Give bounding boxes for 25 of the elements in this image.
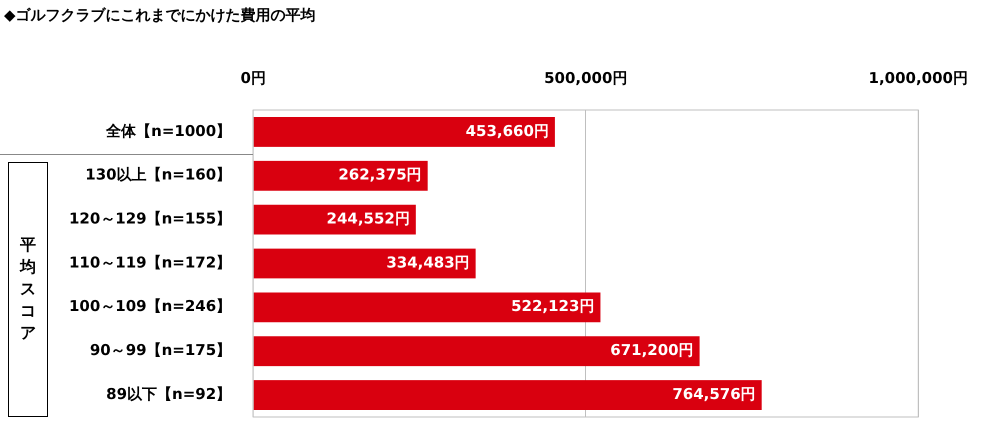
data-label: 522,123円 — [511, 297, 594, 316]
data-label: 671,200円 — [610, 341, 694, 360]
bar — [254, 204, 416, 235]
bar — [254, 336, 700, 366]
x-tick-label: 500,000円 — [544, 68, 628, 87]
data-label: 764,576円 — [672, 384, 756, 403]
y-tick-label: 130以上【n=160】 — [85, 166, 232, 184]
y-tick-label: 120～129【n=155】 — [68, 210, 232, 228]
y-tick-label: 全体【n=1000】 — [105, 122, 232, 140]
y-tick-label: 100～109【n=246】 — [68, 297, 232, 316]
y-tick-label: 89以下【n=92】 — [106, 384, 232, 403]
bar — [254, 248, 476, 278]
data-label: 262,375円 — [338, 166, 422, 184]
data-label: 334,483円 — [386, 253, 470, 272]
x-tick-label: 0円 — [240, 68, 266, 87]
bar — [254, 117, 555, 147]
x-tick-label: 1,000,000円 — [868, 68, 968, 87]
chart-title: ◆ゴルフクラブにこれまでにかけた費用の平均 — [4, 6, 316, 25]
data-label: 453,660円 — [466, 122, 549, 140]
bar — [254, 380, 762, 410]
y-tick-label: 90～99【n=175】 — [90, 341, 232, 360]
y-tick-label: 110～119【n=172】 — [68, 253, 232, 272]
bar — [254, 292, 600, 322]
data-label: 244,552円 — [326, 210, 410, 228]
text: 平均スコア — [20, 234, 36, 344]
